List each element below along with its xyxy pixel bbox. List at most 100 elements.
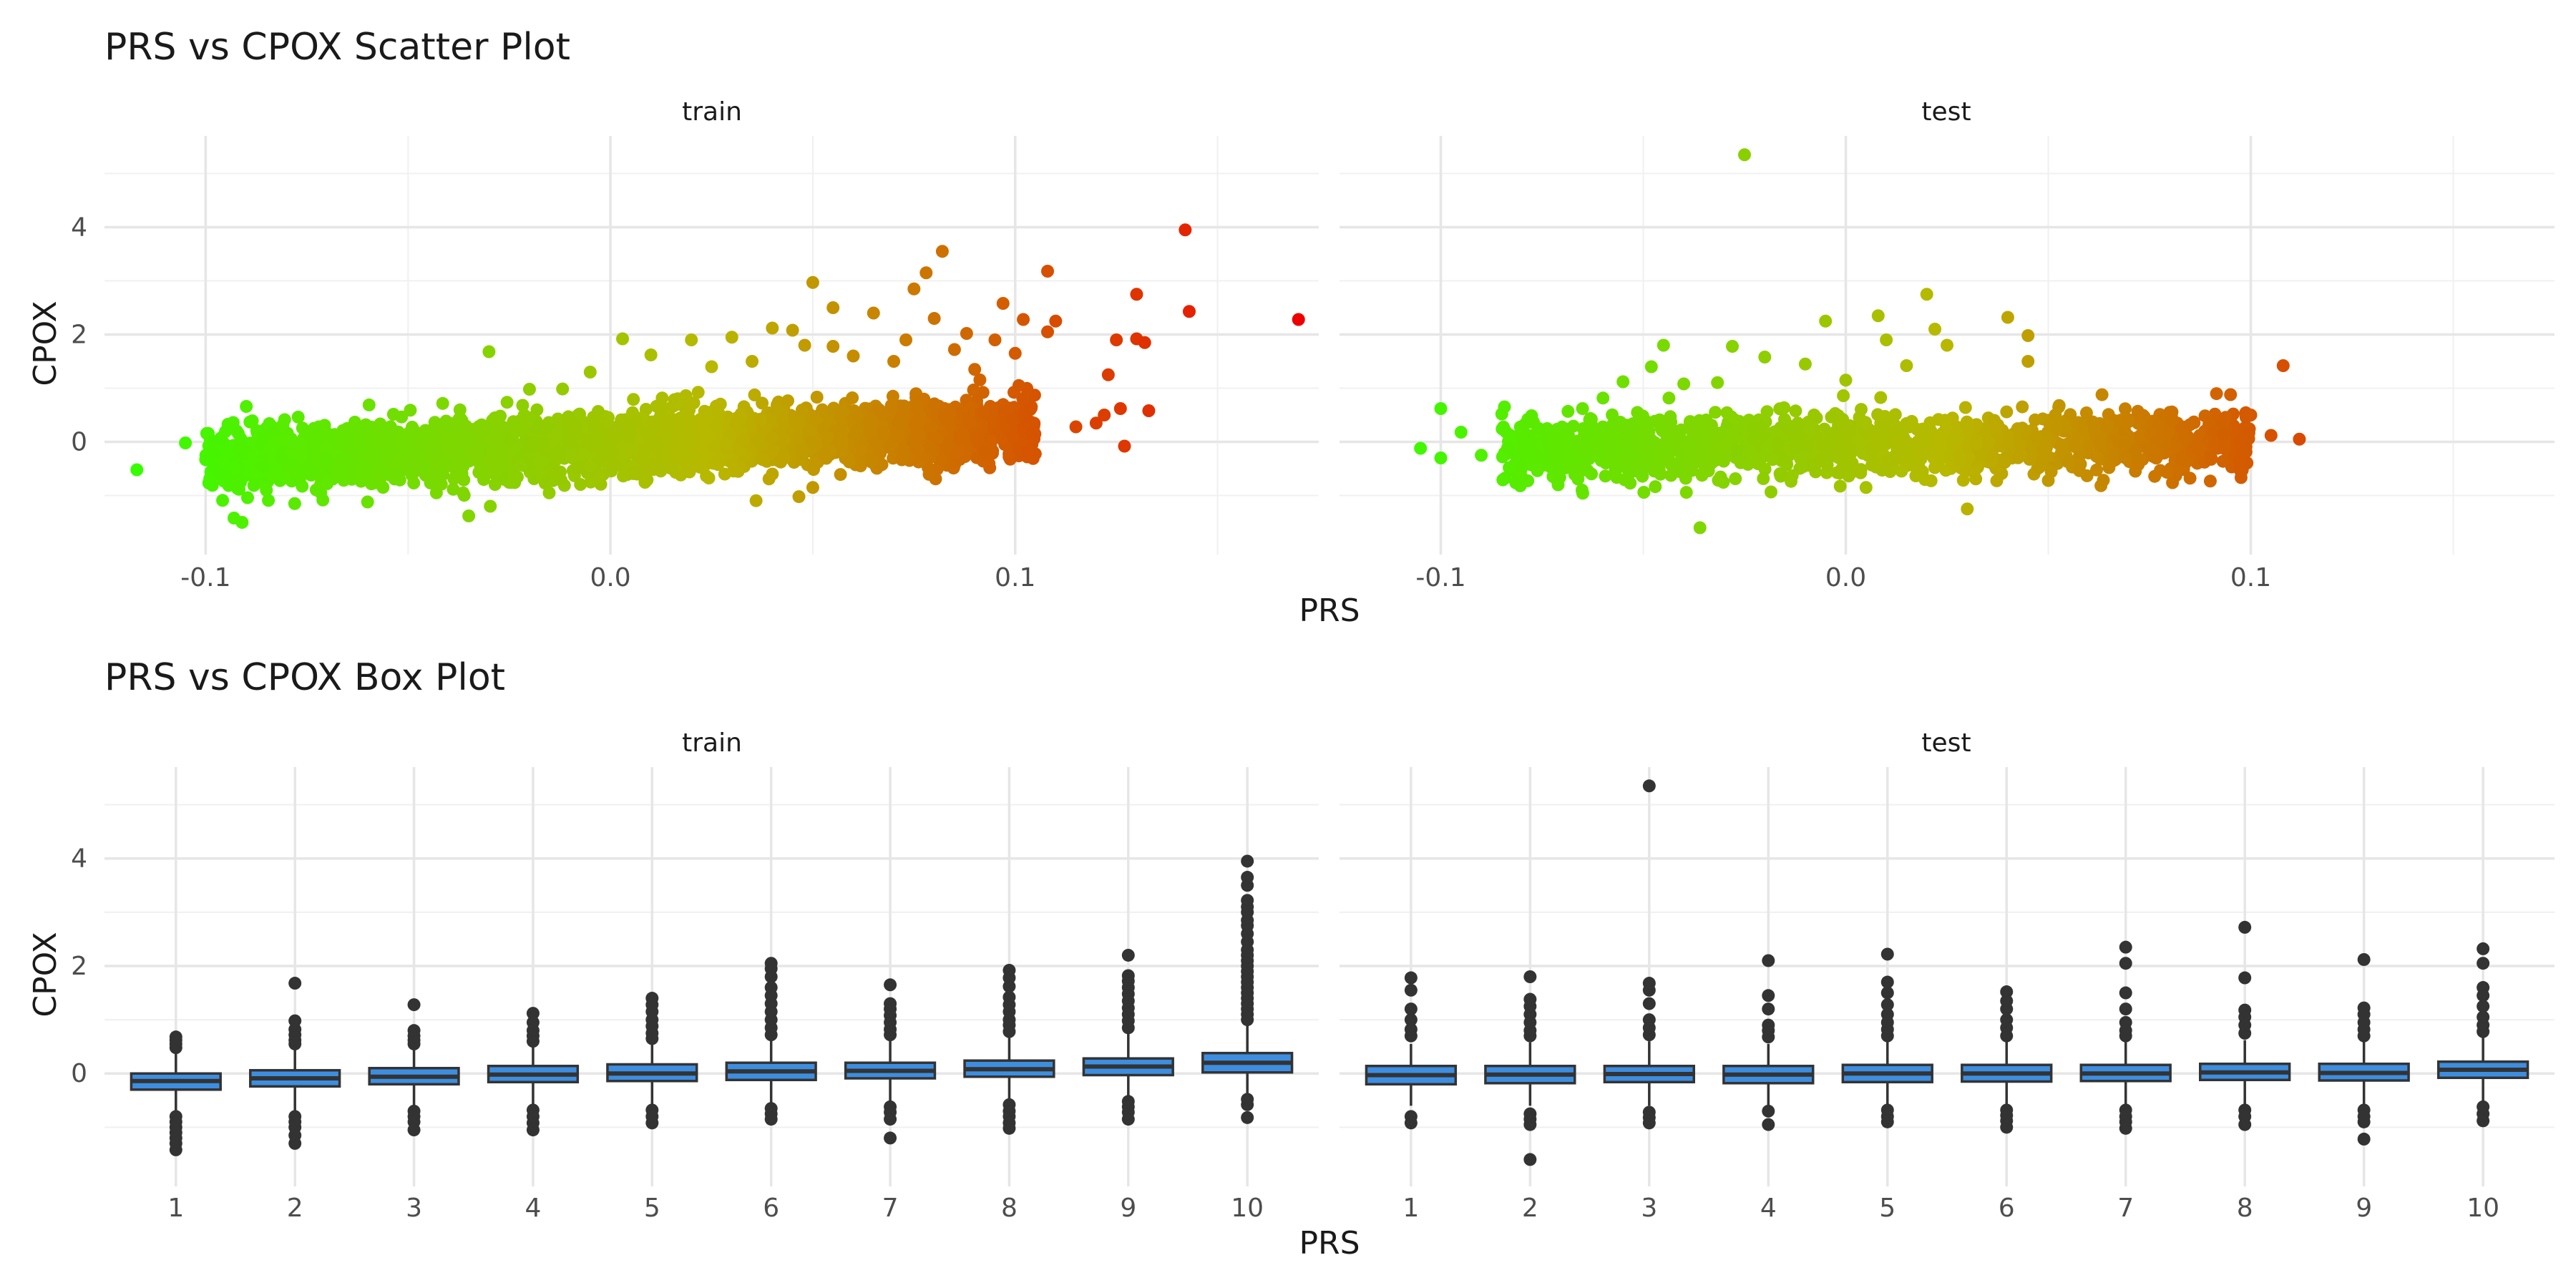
- scatter-point: [1714, 470, 1727, 484]
- box-outlier: [2000, 1121, 2014, 1134]
- scatter-point: [1798, 357, 1812, 371]
- scatter-point: [1729, 472, 1742, 485]
- scatter-point: [1142, 404, 1156, 417]
- scatter-point: [1542, 438, 1556, 452]
- scatter-point: [576, 447, 590, 461]
- box-outlier: [2119, 1002, 2132, 1016]
- scatter-point: [2049, 408, 2062, 421]
- box-outlier: [1404, 1116, 1418, 1130]
- scatter-point: [1525, 409, 1538, 422]
- scatter-point: [1781, 424, 1795, 438]
- scatter-point: [1292, 313, 1305, 326]
- scatter-point: [1653, 413, 1667, 426]
- scatter-point: [2029, 430, 2043, 444]
- scatter-point: [636, 447, 649, 461]
- scatter-point: [1998, 456, 2011, 469]
- scatter-point: [798, 338, 811, 352]
- scatter-point: [179, 436, 192, 449]
- scatter-point: [736, 433, 750, 446]
- scatter-point: [2208, 407, 2222, 421]
- scatter-point: [319, 440, 333, 454]
- scatter-point: [504, 433, 517, 447]
- scatter-point: [638, 476, 652, 489]
- box-outlier: [1404, 1002, 1418, 1016]
- scatter-point: [687, 396, 701, 409]
- scatter-point: [1780, 458, 1794, 471]
- scatter-point: [565, 436, 577, 450]
- scatter-point: [1596, 391, 1610, 405]
- scatter-point: [1909, 469, 1923, 482]
- scatter-point: [1536, 452, 1548, 464]
- box-outlier: [884, 997, 897, 1010]
- scatter-point: [1802, 422, 1815, 436]
- scatter-point: [1816, 439, 1829, 452]
- scatter-point: [968, 363, 982, 376]
- scatter-point: [795, 404, 809, 417]
- box-outlier: [1880, 1008, 1894, 1021]
- scatter-point: [407, 477, 421, 489]
- scatter-point: [2150, 452, 2163, 465]
- box-x-tick-label: 5: [1879, 1194, 1896, 1223]
- scatter-point: [416, 462, 429, 475]
- scatter-point: [1655, 424, 1669, 437]
- box-outlier: [1404, 971, 1418, 985]
- box-x-tick-label: 1: [1402, 1194, 1419, 1223]
- scatter-point: [2163, 406, 2177, 419]
- scatter-point: [672, 449, 686, 462]
- box-outlier: [2238, 971, 2252, 985]
- scatter-point: [361, 495, 374, 509]
- scatter-point: [2090, 449, 2104, 463]
- scatter-point: [605, 446, 619, 459]
- scatter-point: [2141, 441, 2155, 455]
- box-outlier: [288, 1136, 302, 1150]
- scatter-point: [2070, 438, 2084, 452]
- scatter-point: [748, 388, 761, 401]
- scatter-point: [294, 441, 308, 455]
- scatter-y-tick-label: 4: [71, 213, 87, 243]
- scatter-point: [2160, 466, 2174, 479]
- box-outlier: [1880, 1115, 1894, 1128]
- scatter-point: [1839, 374, 1853, 387]
- box-outlier: [1523, 1118, 1537, 1131]
- box-outlier: [526, 1015, 540, 1029]
- scatter-point: [1924, 474, 1938, 487]
- scatter-point: [1772, 437, 1785, 451]
- scatter-y-axis-title: CPOX: [27, 301, 64, 386]
- scatter-point: [809, 457, 822, 470]
- scatter-point: [444, 430, 458, 444]
- scatter-point: [1516, 428, 1529, 441]
- scatter-point: [967, 384, 980, 396]
- scatter-point: [1006, 413, 1020, 426]
- box-x-tick-label: 6: [1999, 1194, 2015, 1223]
- box-outlier: [1880, 998, 1894, 1012]
- scatter-point: [447, 482, 460, 496]
- scatter-point: [1579, 426, 1593, 440]
- scatter-point: [130, 463, 144, 477]
- scatter-point: [1434, 402, 1448, 415]
- scatter-point: [1983, 435, 1996, 449]
- scatter-point: [2001, 311, 2014, 324]
- box-outlier: [2238, 1003, 2252, 1017]
- scatter-point: [1789, 404, 1802, 418]
- scatter-point: [321, 464, 334, 477]
- box-outlier: [407, 1123, 421, 1137]
- scatter-point: [1677, 377, 1691, 391]
- scatter-x-tick-label: -0.1: [1415, 563, 1465, 592]
- scatter-point: [1550, 423, 1563, 436]
- box-x-tick-label: 6: [763, 1194, 779, 1223]
- scatter-point: [746, 355, 759, 368]
- scatter-point: [1760, 405, 1774, 419]
- box-x-tick-label: 2: [1522, 1194, 1538, 1223]
- scatter-point: [770, 404, 784, 417]
- scatter-point: [640, 427, 654, 441]
- scatter-point: [1874, 391, 1888, 404]
- scatter-point: [1717, 427, 1730, 441]
- scatter-point: [240, 400, 253, 413]
- scatter-point: [1833, 447, 1847, 460]
- scatter-point: [241, 491, 254, 504]
- box-outlier: [2119, 957, 2132, 970]
- scatter-point: [1041, 325, 1055, 338]
- scatter-point: [1963, 451, 1977, 464]
- scatter-point: [625, 444, 638, 457]
- scatter-point: [685, 333, 698, 346]
